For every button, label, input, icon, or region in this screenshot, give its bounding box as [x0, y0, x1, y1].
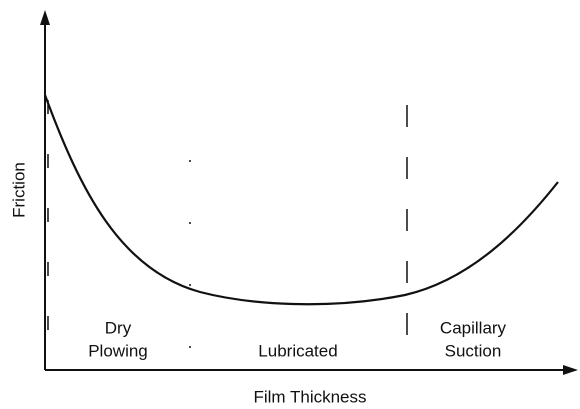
region-dividers: [47, 100, 408, 365]
region-label: Capillary: [440, 318, 507, 337]
y-axis-label: Friction: [9, 162, 28, 218]
axes: [40, 10, 578, 375]
x-axis-label: Film Thickness: [253, 387, 366, 406]
y-arrow: [40, 10, 50, 25]
region-label: Lubricated: [258, 341, 337, 360]
region-label: Suction: [445, 341, 502, 360]
region-label: Plowing: [88, 341, 148, 360]
region-label: Dry: [105, 318, 132, 337]
friction-curve: [43, 94, 559, 306]
x-arrow: [563, 365, 578, 375]
